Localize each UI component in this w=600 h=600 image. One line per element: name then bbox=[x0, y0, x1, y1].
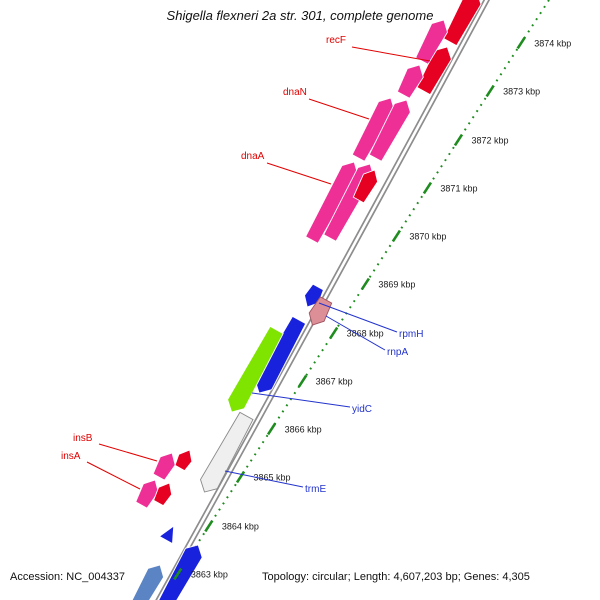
gene-feature-trmE[interactable] bbox=[200, 411, 254, 493]
tick-label: 3864 kbp bbox=[222, 522, 259, 532]
tick-mark bbox=[422, 181, 433, 195]
tick-mark bbox=[204, 519, 214, 533]
leader-line-rpmH bbox=[318, 302, 398, 333]
tick-label: 3870 kbp bbox=[409, 232, 446, 242]
gene-label-dnaA[interactable]: dnaA bbox=[241, 151, 265, 162]
gene-feature[interactable] bbox=[368, 99, 411, 162]
chart-title: Shigella flexneri 2a str. 301, complete … bbox=[166, 8, 434, 23]
gene-feature[interactable] bbox=[415, 19, 448, 65]
tick-label: 3863 kbp bbox=[191, 570, 228, 580]
gene-feature[interactable] bbox=[158, 525, 175, 545]
gene-feature[interactable] bbox=[153, 482, 173, 507]
gene-feature[interactable] bbox=[352, 169, 379, 204]
tick-mark bbox=[266, 422, 277, 436]
tick-mark bbox=[485, 84, 495, 98]
tick-label: 3868 kbp bbox=[347, 329, 384, 339]
gene-feature-insA[interactable] bbox=[135, 479, 159, 509]
gene-label-insB[interactable]: insB bbox=[73, 433, 93, 444]
gene-label-yidC[interactable]: yidC bbox=[352, 404, 372, 415]
leader-line-rnpA bbox=[325, 315, 386, 351]
tick-mark bbox=[453, 133, 464, 147]
topology-text: Topology: circular; Length: 4,607,203 bp… bbox=[262, 571, 530, 583]
gene-label-recF[interactable]: recF bbox=[326, 35, 346, 46]
tick-mark bbox=[360, 277, 370, 291]
tick-label: 3865 kbp bbox=[254, 473, 291, 483]
leader-line-dnaA bbox=[266, 162, 332, 185]
gene-label-trmE[interactable]: trmE bbox=[305, 484, 326, 495]
leader-line-insB bbox=[98, 443, 158, 462]
accession-text: Accession: NC_004337 bbox=[10, 571, 125, 583]
gene-feature[interactable] bbox=[174, 449, 193, 472]
tick-mark bbox=[516, 36, 526, 50]
gene-feature-yidC[interactable] bbox=[227, 325, 284, 413]
leader-line-insA bbox=[86, 461, 141, 490]
gene-label-dnaN[interactable]: dnaN bbox=[283, 87, 307, 98]
leader-line-dnaN bbox=[308, 98, 370, 120]
tick-label: 3872 kbp bbox=[471, 136, 508, 146]
gene-label-insA[interactable]: insA bbox=[61, 451, 81, 462]
gene-feature[interactable] bbox=[154, 544, 203, 600]
leader-line-yidC bbox=[251, 392, 351, 408]
tick-label: 3867 kbp bbox=[316, 377, 353, 387]
leader-line-trmE bbox=[224, 470, 304, 488]
gene-label-rnpA[interactable]: rnpA bbox=[387, 347, 408, 358]
tick-mark bbox=[173, 567, 183, 581]
tick-label: 3866 kbp bbox=[285, 425, 322, 435]
gene-label-rpmH[interactable]: rpmH bbox=[399, 329, 423, 340]
gene-feature-rnpA[interactable] bbox=[308, 296, 333, 326]
tick-mark bbox=[297, 374, 308, 388]
tick-mark bbox=[329, 326, 339, 340]
tick-label: 3873 kbp bbox=[503, 87, 540, 97]
leader-line-recF bbox=[351, 46, 431, 62]
tick-mark bbox=[391, 229, 402, 243]
tick-mark bbox=[235, 470, 246, 484]
tick-label: 3874 kbp bbox=[534, 39, 571, 49]
tick-label: 3869 kbp bbox=[378, 280, 415, 290]
gene-feature-insB[interactable] bbox=[152, 452, 176, 481]
gene-feature[interactable] bbox=[396, 64, 424, 99]
gene-feature[interactable] bbox=[442, 0, 482, 47]
gene-feature[interactable] bbox=[128, 564, 165, 600]
tick-label: 3871 kbp bbox=[440, 184, 477, 194]
